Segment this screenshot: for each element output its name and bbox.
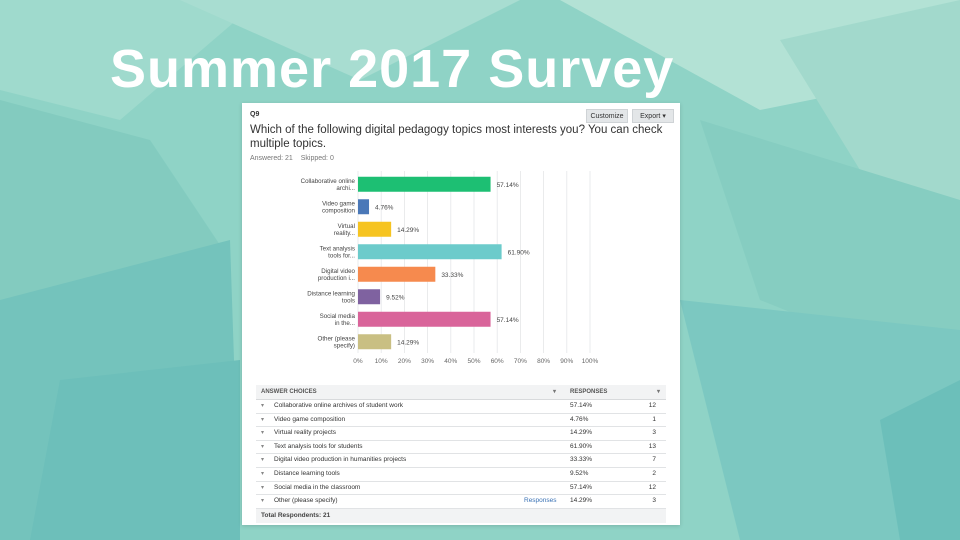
sort-down-icon[interactable]: ▾ (656, 389, 660, 395)
answer-choice: Social media in the classroom (274, 483, 361, 491)
response-count: 12 (648, 483, 656, 491)
bar-data-label: 14.29% (397, 339, 419, 346)
table-row: ▾ Text analysis tools for students 61.90% 1… (256, 441, 666, 455)
expand-icon[interactable]: ▾ (261, 430, 265, 437)
table-header: ANSWER CHOICES ▾ RESPONSES ▾ (256, 385, 666, 400)
bar-data-label: 57.14% (497, 182, 519, 189)
answer-choice: Video game composition (274, 415, 346, 423)
answer-choice: Digital video production in humanities p… (274, 456, 407, 464)
table-row: ▾ Virtual reality projects 14.29% 3 (256, 427, 666, 441)
answer-choice: Virtual reality projects (274, 429, 337, 437)
response-percent: 14.29% (570, 429, 593, 437)
x-tick-label: 60% (491, 358, 504, 365)
response-percent: 57.14% (570, 483, 593, 491)
header-answer-choices: ANSWER CHOICES (261, 389, 317, 395)
category-label: Other (please specify) (318, 335, 356, 349)
answered-count: Answered: 21 (250, 155, 293, 162)
x-tick-label: 70% (514, 358, 527, 365)
category-label: Video game composition (322, 200, 356, 214)
skipped-count: Skipped: 0 (300, 155, 334, 162)
x-tick-label: 90% (560, 358, 573, 365)
slide-title: Summer 2017 Survey (110, 39, 675, 99)
bar-data-label: 61.90% (508, 249, 530, 256)
response-percent: 57.14% (570, 402, 593, 409)
responses-link[interactable]: Responses (524, 497, 557, 505)
response-count: 1 (652, 415, 656, 423)
response-percent: 33.33% (570, 456, 593, 464)
question-text: Which of the following digital pedagogy … (250, 124, 663, 150)
x-tick-label: 100% (582, 358, 599, 365)
bar-data-label: 9.52% (386, 294, 405, 301)
response-percent: 61.90% (570, 442, 593, 450)
expand-icon[interactable]: ▾ (261, 484, 265, 491)
answer-table: ANSWER CHOICES ▾ RESPONSES ▾ ▾ Collaborat… (256, 385, 666, 523)
bar (358, 311, 491, 327)
response-count: 7 (652, 456, 656, 464)
table-row: ▾ Digital video production in humanities … (256, 454, 666, 468)
table-row: ▾ Collaborative online archives of studen… (256, 400, 666, 414)
category-label: Digital video production i... (318, 268, 356, 282)
response-count: 13 (648, 442, 656, 450)
answer-choice: Other (please specify) (274, 497, 338, 505)
bar (358, 266, 436, 282)
survey-question-panel: Q9 Customize Export ▾ Which of the follo… (242, 103, 680, 525)
response-count: 3 (652, 497, 656, 505)
header-responses: RESPONSES (570, 389, 608, 395)
question-number: Q9 (250, 111, 260, 118)
expand-icon[interactable]: ▾ (261, 403, 265, 409)
table-row: ▾ Distance learning tools 9.52% 2 (256, 468, 666, 482)
chevron-down-icon: ▾ (662, 113, 666, 120)
answer-choice: Text analysis tools for students (274, 442, 363, 450)
table-row: ▾ Video game composition 4.76% 1 (256, 414, 666, 428)
x-tick-label: 40% (444, 358, 457, 365)
x-tick-label: 0% (353, 358, 363, 365)
x-tick-label: 10% (375, 358, 388, 365)
category-label: Text analysis tools for... (320, 245, 356, 259)
category-label: Distance learning tools (307, 290, 355, 304)
bar-data-label: 33.33% (441, 272, 463, 279)
category-label: Social media in the... (320, 313, 356, 327)
response-count: 2 (652, 469, 656, 477)
x-tick-label: 50% (467, 358, 480, 365)
response-count: 12 (648, 402, 656, 409)
table-body: ▾ Collaborative online archives of studen… (256, 400, 666, 509)
export-button[interactable]: Export ▾ (632, 109, 674, 123)
bar-data-label: 57.14% (497, 317, 519, 324)
export-label: Export (640, 113, 661, 120)
expand-icon[interactable]: ▾ (261, 470, 265, 477)
category-label: Virtual reality... (334, 223, 355, 237)
category-label: Collaborative online archi... (301, 178, 356, 192)
bar-data-label: 4.76% (375, 204, 394, 211)
table-row: ▾ Social media in the classroom 57.14% 12 (256, 482, 666, 496)
response-percent: 9.52% (570, 469, 589, 477)
bar (358, 244, 502, 260)
expand-icon[interactable]: ▾ (261, 416, 265, 423)
response-percent: 4.76% (570, 415, 589, 423)
bar (358, 176, 491, 192)
bar (358, 334, 392, 350)
customize-button[interactable]: Customize (586, 109, 628, 123)
bar-chart: 0% 10% 20% 30% 40% 50% 60% 70% 80% 90% 100% Collabo… (301, 171, 599, 365)
sort-down-icon[interactable]: ▾ (553, 389, 557, 395)
response-percent: 14.29% (570, 497, 593, 505)
total-respondents: Total Respondents: 21 (256, 508, 666, 523)
x-tick-label: 80% (537, 358, 550, 365)
bar (358, 221, 392, 237)
bar-data-label: 14.29% (397, 227, 419, 234)
response-count: 3 (652, 429, 656, 437)
bar (358, 289, 381, 305)
x-tick-label: 20% (398, 358, 411, 365)
table-row: ▾ Other (please specify) Responses 14.29% 3 (256, 495, 666, 509)
answer-choice: Collaborative online archives of student… (274, 402, 403, 409)
x-tick-label: 30% (421, 358, 434, 365)
expand-icon[interactable]: ▾ (261, 443, 265, 450)
expand-icon[interactable]: ▾ (261, 498, 265, 505)
answer-choice: Distance learning tools (274, 469, 340, 477)
response-summary: Answered: 21 Skipped: 0 (250, 155, 340, 162)
expand-icon[interactable]: ▾ (261, 457, 265, 464)
bar (358, 199, 370, 215)
